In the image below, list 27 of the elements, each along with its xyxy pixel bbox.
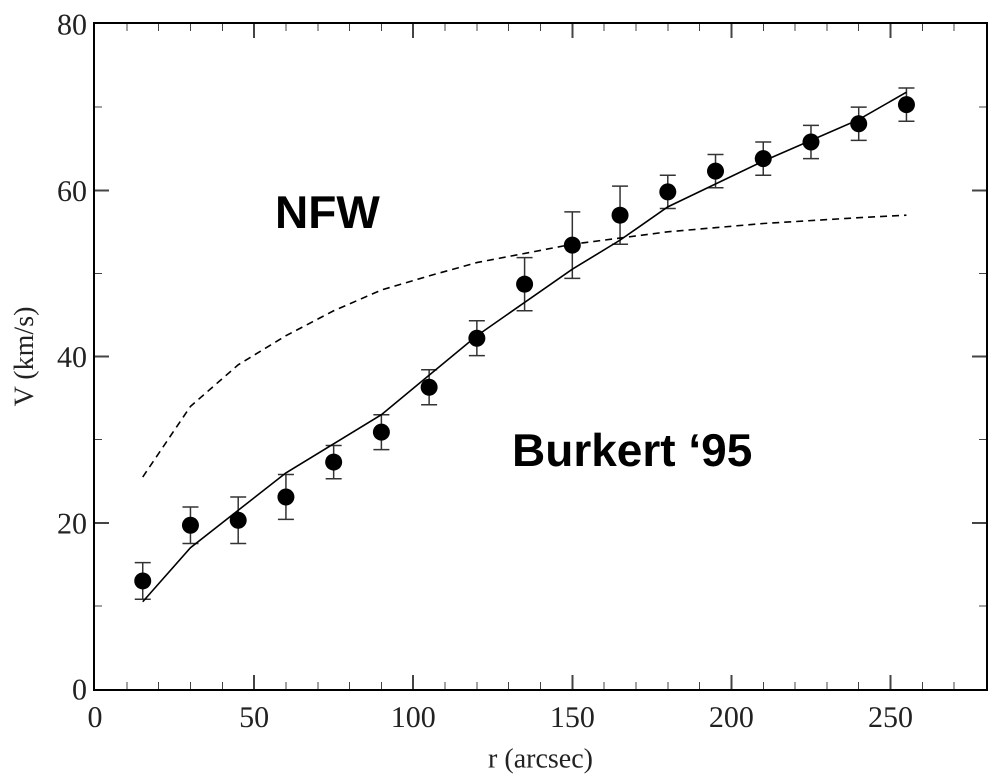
point (182, 516, 199, 534)
y-tick-label: 40 (57, 341, 87, 374)
annotation: Burkert ‘95 (512, 424, 752, 476)
point (707, 162, 724, 180)
y-tick-label: 20 (57, 507, 87, 540)
point (277, 488, 294, 506)
point (325, 454, 342, 471)
y-tick-label: 60 (57, 174, 87, 208)
point (898, 96, 915, 114)
x-tick-label: 50 (239, 701, 270, 734)
point (659, 183, 676, 200)
point (134, 572, 152, 590)
x-tick-label: 100 (390, 701, 436, 734)
y-tick-label: 0 (72, 674, 87, 706)
x-tick-label: 200 (708, 701, 754, 734)
point (516, 276, 534, 293)
x-axis-title: r (arcsec) (488, 744, 593, 775)
x-tick-label: 250 (868, 701, 914, 734)
x-tick-label: 150 (550, 701, 595, 734)
point (612, 206, 629, 224)
y-axis-title: V (km/s) (9, 306, 40, 406)
y-tick-label: 80 (57, 8, 87, 42)
point (372, 424, 390, 441)
annotation: NFW (275, 186, 380, 238)
point (420, 378, 438, 396)
point (564, 236, 581, 254)
point (230, 512, 247, 529)
